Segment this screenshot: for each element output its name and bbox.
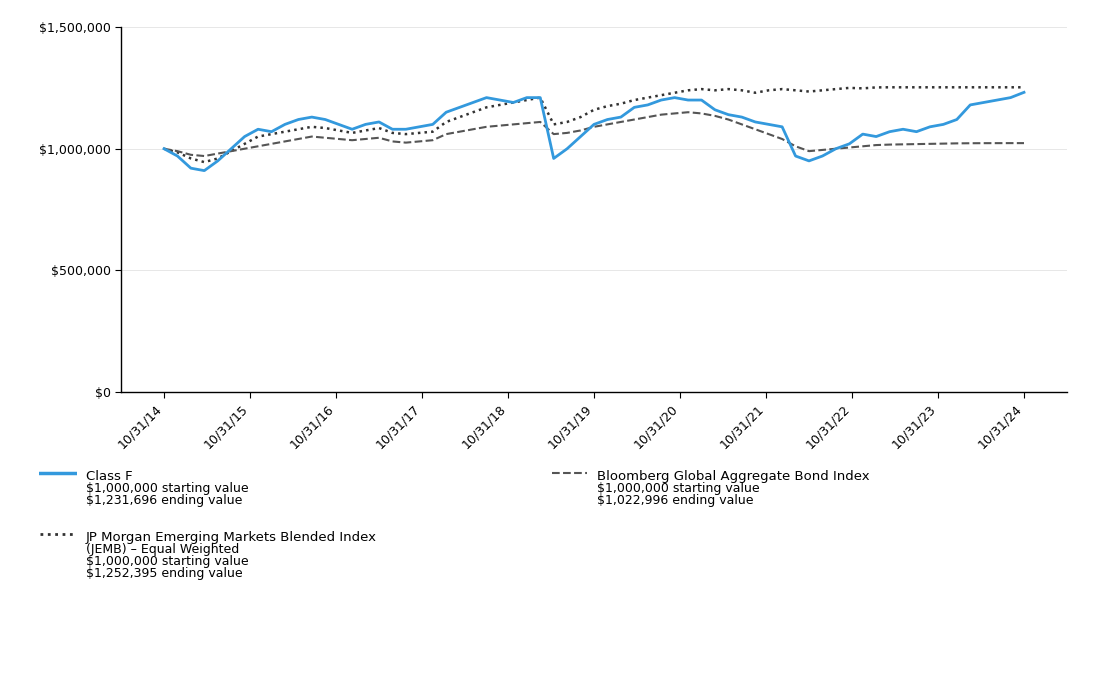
Text: $1,000,000 starting value: $1,000,000 starting value — [86, 555, 249, 568]
Text: JP Morgan Emerging Markets Blended Index: JP Morgan Emerging Markets Blended Index — [86, 531, 377, 544]
Text: Class F: Class F — [86, 470, 132, 483]
Text: $1,000,000 starting value: $1,000,000 starting value — [86, 482, 249, 495]
Text: $1,252,395 ending value: $1,252,395 ending value — [86, 567, 242, 580]
Text: $1,022,996 ending value: $1,022,996 ending value — [597, 494, 754, 507]
Text: $1,000,000 starting value: $1,000,000 starting value — [597, 482, 760, 495]
Text: $1,231,696 ending value: $1,231,696 ending value — [86, 494, 242, 507]
Text: Bloomberg Global Aggregate Bond Index: Bloomberg Global Aggregate Bond Index — [597, 470, 870, 483]
Text: (JEMB) – Equal Weighted: (JEMB) – Equal Weighted — [86, 543, 239, 556]
